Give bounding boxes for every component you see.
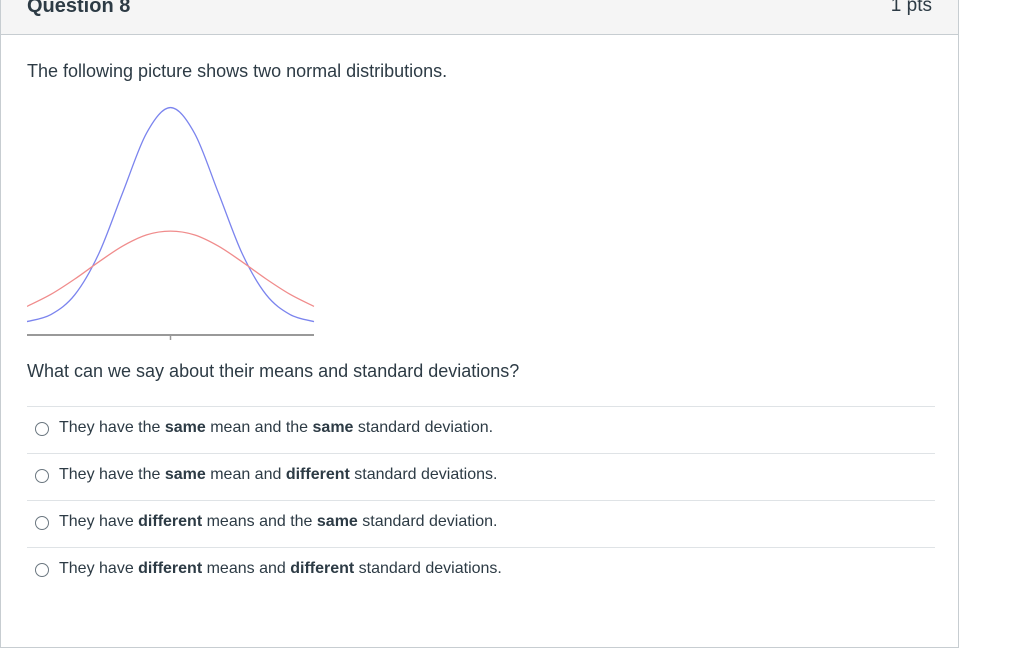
answer-text: standard deviation. [353,419,494,436]
answer-text: standard deviations. [349,466,498,483]
radio-button[interactable] [35,422,49,436]
answer-emphasis: same [312,419,354,436]
answer-text: They have [59,513,139,530]
answer-text: mean and the [205,419,313,436]
answer-emphasis: same [164,419,206,436]
answer-emphasis: different [138,513,203,530]
answer-emphasis: different [290,560,355,577]
answer-emphasis: same [164,466,206,483]
normal-distributions-chart [27,106,315,340]
answer-option-2[interactable]: They have the same mean and different st… [27,453,935,500]
question-card: Question 8 1 pts The following picture s… [0,0,959,648]
answer-text: means and [202,560,291,577]
radio-button[interactable] [35,469,49,483]
radio-button[interactable] [35,563,49,577]
answer-list: They have the same mean and the same sta… [27,406,935,594]
answer-label: They have different means and the same s… [59,513,497,531]
answer-text: mean and [205,466,286,483]
answer-text: They have the [59,466,165,483]
answer-label: They have the same mean and different st… [59,466,497,484]
question-title: Question 8 [27,0,131,17]
answer-option-3[interactable]: They have different means and the same s… [27,500,935,547]
answer-text: means and the [202,513,317,530]
radio-button[interactable] [35,516,49,530]
answer-emphasis: same [316,513,358,530]
answer-emphasis: different [138,560,203,577]
series-line-2 [27,230,315,308]
answer-text: standard deviations. [354,560,502,577]
answer-emphasis: different [285,466,350,483]
answer-option-4[interactable]: They have different means and different … [27,547,935,594]
question-header: Question 8 1 pts [1,0,958,35]
answer-text: standard deviation. [357,513,498,530]
question-points: 1 pts [890,0,932,16]
answer-label: They have different means and different … [59,560,502,578]
answer-text: They have the [59,419,165,436]
answer-label: They have the same mean and the same sta… [59,419,493,437]
series-line-1 [27,106,315,323]
question-sub-prompt: What can we say about their means and st… [27,361,520,381]
answer-option-1[interactable]: They have the same mean and the same sta… [27,406,935,453]
answer-text: They have [59,560,139,577]
question-prompt: The following picture shows two normal d… [27,61,448,81]
